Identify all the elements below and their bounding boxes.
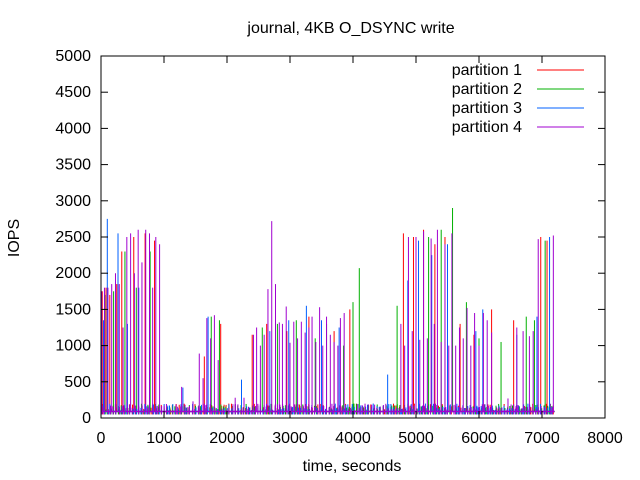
y-tick-label: 2000: [55, 265, 91, 282]
x-tick-label: 2000: [209, 430, 245, 447]
y-tick-label: 3500: [55, 157, 91, 174]
y-tick-label: 5000: [55, 48, 91, 65]
series-4: [101, 221, 555, 415]
x-tick-label: 3000: [272, 430, 308, 447]
chart-title: journal, 4KB O_DSYNC write: [246, 20, 454, 37]
y-tick-label: 0: [82, 410, 91, 427]
y-tick-label: 1500: [55, 301, 91, 318]
legend-label: partition 4: [452, 119, 522, 136]
y-tick-label: 4000: [55, 120, 91, 137]
x-tick-label: 8000: [587, 430, 623, 447]
x-tick-label: 6000: [461, 430, 497, 447]
x-tick-label: 4000: [335, 430, 371, 447]
series-3: [101, 218, 555, 415]
axes: 0 500 1000 1500 2000 2500 3000 3500 4000 4500 5000…: [55, 48, 622, 447]
series-2: [100, 208, 555, 415]
y-axis-label: IOPS: [6, 219, 23, 257]
y-tick-label: 2500: [55, 229, 91, 246]
series-layer: [100, 208, 555, 415]
y-tick-label: 500: [64, 374, 91, 391]
y-tick-label: 1000: [55, 338, 91, 355]
legend-label: partition 3: [452, 100, 522, 117]
legend-label: partition 2: [452, 81, 522, 98]
x-tick-label: 7000: [524, 430, 560, 447]
series-1: [101, 229, 555, 415]
y-tick-label: 4500: [55, 84, 91, 101]
x-tick-label: 0: [97, 430, 106, 447]
legend-label: partition 1: [452, 62, 522, 79]
x-tick-label: 1000: [146, 430, 182, 447]
x-axis-label: time, seconds: [303, 458, 402, 475]
y-tick-label: 3000: [55, 193, 91, 210]
x-tick-label: 5000: [398, 430, 434, 447]
legend: partition 1 partition 2 partition 3 partiti…: [452, 62, 584, 136]
